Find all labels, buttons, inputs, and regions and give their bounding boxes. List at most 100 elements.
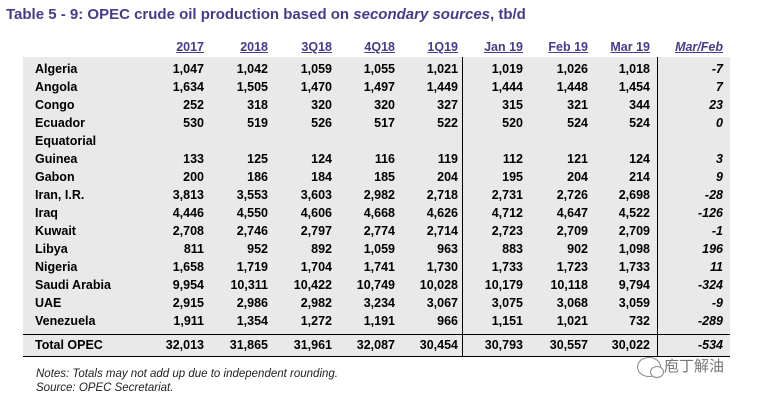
col-header-2017: 2017 <box>176 40 204 54</box>
value-cell: 4,626 <box>426 206 458 220</box>
value-cell: 10,422 <box>293 278 332 292</box>
value-cell: 133 <box>183 152 204 166</box>
col-header-1q19: 1Q19 <box>427 40 458 54</box>
country-name: Nigeria <box>35 260 78 274</box>
value-cell: 3,068 <box>556 296 588 310</box>
value-cell: 517 <box>374 116 395 130</box>
change-cell: 23 <box>709 98 723 112</box>
title-italic: secondary sources <box>353 6 491 23</box>
country-name: Angola <box>35 80 78 94</box>
change-cell: 11 <box>710 260 723 274</box>
col-header-marfeb: Mar/Feb <box>675 40 723 54</box>
change-cell: -7 <box>711 62 723 76</box>
value-cell: 200 <box>183 170 204 184</box>
value-cell: 1,059 <box>363 242 395 256</box>
value-cell: 31,865 <box>229 338 268 352</box>
value-cell: 30,454 <box>419 338 458 352</box>
value-cell: 1,470 <box>300 80 332 94</box>
value-cell: 32,013 <box>165 338 204 352</box>
value-cell: 524 <box>629 116 650 130</box>
change-cell: -9 <box>711 296 723 310</box>
value-cell: 1,354 <box>236 314 268 328</box>
change-cell: -1 <box>711 224 723 238</box>
value-cell: 1,019 <box>491 62 523 76</box>
divider-quarterly-monthly <box>462 57 463 357</box>
col-header-2018: 2018 <box>240 40 268 54</box>
value-cell: 1,719 <box>236 260 268 274</box>
value-cell: 2,708 <box>172 224 204 238</box>
value-cell: 10,311 <box>230 278 268 292</box>
value-cell: 31,961 <box>293 338 332 352</box>
value-cell: 2,797 <box>300 224 332 238</box>
value-cell: 1,444 <box>491 80 523 94</box>
change-cell: 0 <box>716 116 723 130</box>
value-cell: 124 <box>311 152 332 166</box>
value-cell: 4,550 <box>236 206 268 220</box>
country-name: Equatorial <box>35 134 97 148</box>
country-name: Guinea <box>35 152 78 166</box>
value-cell: 252 <box>183 98 204 112</box>
value-cell: 1,634 <box>172 80 204 94</box>
value-cell: 3,067 <box>426 296 458 310</box>
value-cell: 2,774 <box>363 224 395 238</box>
value-cell: 195 <box>502 170 523 184</box>
note-source: Source: OPEC Secretariat. <box>36 382 174 394</box>
value-cell: 32,087 <box>356 338 395 352</box>
value-cell: 4,606 <box>300 206 332 220</box>
value-cell: 1,911 <box>173 314 204 328</box>
col-header-4q18: 4Q18 <box>364 40 395 54</box>
value-cell: 10,179 <box>484 278 523 292</box>
note-rounding: Notes: Totals may not add up due to inde… <box>36 368 338 380</box>
change-cell: 9 <box>716 170 723 184</box>
value-cell: 2,731 <box>491 188 523 202</box>
value-cell: 966 <box>437 314 458 328</box>
value-cell: 315 <box>502 98 523 112</box>
change-cell: -289 <box>697 314 723 328</box>
value-cell: 1,730 <box>426 260 458 274</box>
value-cell: 10,118 <box>550 278 588 292</box>
value-cell: 1,497 <box>363 80 395 94</box>
value-cell: 204 <box>567 170 588 184</box>
country-name: Congo <box>35 98 75 112</box>
country-name: Iran, I.R. <box>35 188 85 202</box>
value-cell: 4,647 <box>556 206 588 220</box>
value-cell: 344 <box>629 98 650 112</box>
col-header-3q18: 3Q18 <box>301 40 332 54</box>
table-panel <box>23 57 730 357</box>
value-cell: 121 <box>567 152 588 166</box>
title-suffix: , tb/d <box>490 6 526 23</box>
value-cell: 1,723 <box>556 260 588 274</box>
change-cell: 7 <box>716 80 723 94</box>
value-cell: 185 <box>374 170 395 184</box>
wechat-icon <box>637 357 664 379</box>
value-cell: 2,982 <box>363 188 395 202</box>
value-cell: 526 <box>311 116 332 130</box>
col-header-mar19: Mar 19 <box>610 40 650 54</box>
divider-total <box>23 334 730 335</box>
value-cell: 902 <box>567 242 588 256</box>
value-cell: 1,449 <box>426 80 458 94</box>
value-cell: 119 <box>437 152 458 166</box>
value-cell: 1,021 <box>556 314 588 328</box>
country-name: Algeria <box>35 62 78 76</box>
country-name: Venezuela <box>35 314 96 328</box>
value-cell: 4,522 <box>618 206 650 220</box>
value-cell: 2,915 <box>172 296 204 310</box>
value-cell: 3,813 <box>172 188 204 202</box>
value-cell: 1,042 <box>236 62 268 76</box>
value-cell: 1,704 <box>300 260 332 274</box>
value-cell: 530 <box>183 116 204 130</box>
value-cell: 520 <box>502 116 523 130</box>
value-cell: 2,714 <box>426 224 458 238</box>
total-label: Total OPEC <box>35 338 103 352</box>
country-name: Saudi Arabia <box>35 278 111 292</box>
value-cell: 1,272 <box>300 314 332 328</box>
divider-monthly-change <box>657 57 658 357</box>
col-header-feb19: Feb 19 <box>548 40 588 54</box>
country-name: Libya <box>35 242 68 256</box>
value-cell: 125 <box>247 152 268 166</box>
value-cell: 318 <box>247 98 268 112</box>
value-cell: 3,603 <box>300 188 332 202</box>
value-cell: 1,098 <box>618 242 650 256</box>
value-cell: 1,059 <box>300 62 332 76</box>
